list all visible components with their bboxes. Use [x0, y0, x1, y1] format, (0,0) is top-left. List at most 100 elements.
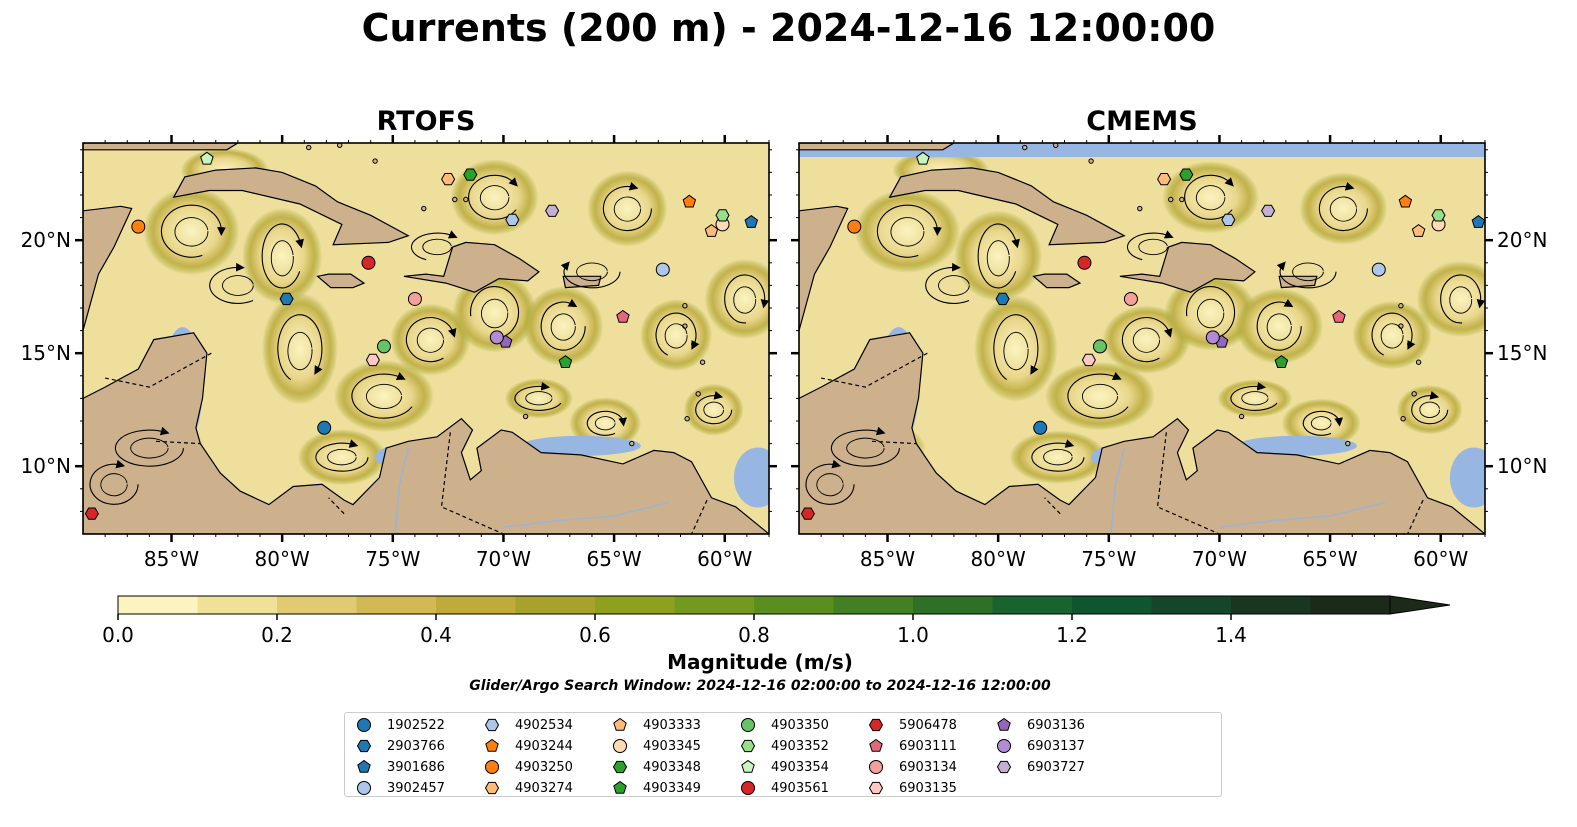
legend-marker-icon [740, 739, 756, 753]
float-marker-6903727 [545, 204, 560, 217]
panel-title-cmems: CMEMS [1086, 106, 1198, 137]
figure-title: Currents (200 m) - 2024-12-16 12:00:00 [361, 6, 1216, 50]
current-eddy [587, 170, 668, 247]
streamline-inner [1419, 401, 1441, 418]
lon-tick-label: 65°W [586, 547, 641, 571]
streamline-inner [1266, 313, 1292, 341]
island [463, 196, 469, 203]
shelf-water [1449, 447, 1485, 508]
current-eddy [1164, 274, 1257, 351]
current-eddy [1217, 379, 1293, 418]
streamline [1126, 230, 1174, 261]
legend-marker-4903345 [613, 739, 627, 753]
shelf-water [733, 447, 769, 508]
legend-marker-4903348 [612, 760, 628, 774]
streamline-inner [890, 217, 925, 247]
streamline-inner [594, 416, 616, 431]
island [1398, 303, 1404, 309]
streamline-inner [1132, 327, 1161, 353]
float-marker-5906478 [800, 507, 815, 520]
colorbar: 0.0 0.2 0.4 0.6 0.8 1.0 1.2 1.4 [102, 595, 1451, 647]
legend-label: 4903352 [771, 738, 829, 754]
current-eddy [1416, 260, 1485, 337]
lon-tick-label: 80°W [255, 547, 310, 571]
streamline-inner [130, 437, 169, 459]
legend-label: 1902522 [387, 717, 445, 733]
streamline [1256, 298, 1302, 351]
float-marker-4903561 [361, 255, 376, 270]
legend-marker-6903136 [997, 717, 1011, 731]
streamline-inner [703, 401, 725, 418]
float-marker-4902534 [505, 213, 520, 226]
streamline-inner [1043, 448, 1073, 466]
legend-marker-4902534 [484, 718, 500, 732]
island [1411, 391, 1417, 397]
legend-label: 4903561 [771, 780, 829, 796]
colorbar-segment [197, 596, 278, 614]
legend-entry: 6903111 [867, 736, 957, 756]
streamline-inner [1292, 262, 1324, 282]
colorbar-segment [992, 596, 1073, 614]
streamline-inner [1081, 383, 1119, 409]
legend-marker-icon [613, 739, 627, 753]
float-marker-5906478 [84, 507, 99, 520]
streamline-inner [1138, 238, 1168, 256]
colorbar-tick-label: 1.4 [1215, 623, 1247, 647]
legend-label: 4903354 [771, 759, 829, 775]
legend-entry: 4903333 [611, 715, 701, 735]
current-eddy [523, 286, 604, 367]
float-marker-6903727 [1261, 204, 1276, 217]
colorbar-tick-label: 1.0 [897, 623, 929, 647]
lon-tick-label: 60°W [697, 547, 752, 571]
land-mass [562, 275, 602, 289]
streamline-inner [613, 196, 642, 222]
current-eddy [297, 429, 386, 486]
legend-marker-icon [484, 781, 500, 795]
island [629, 440, 635, 447]
legend-entry: 2903766 [355, 736, 445, 756]
streamline-inner [986, 240, 1010, 277]
streamline-inner [816, 473, 844, 497]
river [503, 501, 670, 529]
colorbar-segment [436, 596, 516, 614]
lon-tick-label: 70°W [1192, 547, 1247, 571]
legend-marker-icon [869, 738, 883, 752]
float-marker-4903274 [1157, 173, 1172, 186]
float-marker-4903350 [376, 339, 391, 354]
legend-entry: 3901686 [355, 757, 445, 777]
colorbar-tick-label: 0.4 [420, 623, 452, 647]
streamline-inner [1195, 185, 1226, 211]
country-border [1156, 432, 1220, 534]
colorbar-tick-label: 0.6 [579, 623, 611, 647]
legend-entry: 4902534 [483, 715, 573, 735]
search-window-caption: Glider/Argo Search Window: 2024-12-16 02… [469, 678, 1051, 694]
legend-entry: 4903352 [739, 736, 829, 756]
lat-tick-label: 20°N [21, 228, 71, 252]
streamline [1067, 371, 1129, 419]
float-marker-6903135 [365, 353, 380, 367]
legend-label: 3901686 [387, 759, 445, 775]
streamline [209, 262, 254, 304]
float-legend: 1902522 2903766 3901686 3902457 4902534 49032… [344, 712, 1222, 797]
island [1238, 413, 1245, 420]
float-marker-4903352 [1431, 209, 1446, 222]
float-marker-2903766 [995, 292, 1010, 306]
island [306, 144, 312, 151]
legend-marker-6903727 [996, 760, 1012, 774]
lon-tick-label: 85°W [860, 547, 915, 571]
legend-marker-6903137 [997, 739, 1011, 753]
streamline [261, 223, 304, 289]
streamline-inner [1380, 323, 1404, 349]
legend-entry: 4903348 [611, 757, 701, 777]
legend-label: 6903135 [899, 780, 957, 796]
streamline-inner [174, 217, 209, 247]
legend-entry: 6903137 [995, 736, 1085, 756]
legend-entry: 5906478 [867, 715, 957, 735]
float-marker-6903137 [1205, 330, 1220, 345]
streamline-inner [664, 323, 688, 349]
legend-label: 6903134 [899, 759, 957, 775]
legend-marker-4903349 [613, 780, 627, 794]
legend-marker-icon [612, 760, 628, 774]
current-eddy [1299, 172, 1388, 245]
axes-cmems: 85°W 80°W 75°W 70°W 65°W 60°W 20°N 15°N 10°N [791, 135, 1547, 571]
